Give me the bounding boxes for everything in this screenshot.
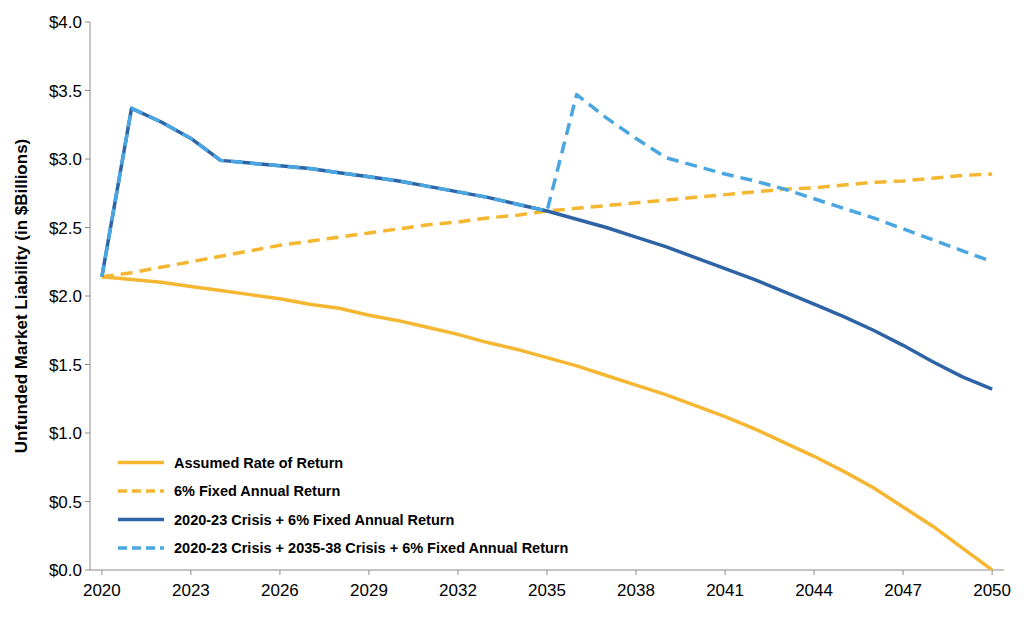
series-line xyxy=(102,277,992,570)
y-tick-label: $3.5 xyxy=(49,82,82,101)
y-tick-label: $2.0 xyxy=(49,287,82,306)
legend-label: 2020-23 Crisis + 6% Fixed Annual Return xyxy=(174,512,454,528)
y-tick xyxy=(85,159,90,160)
y-tick xyxy=(85,22,90,23)
y-axis-label: Unfunded Market Liability (in $Billions) xyxy=(12,139,31,454)
y-tick xyxy=(85,364,90,365)
x-tick-label: 2032 xyxy=(439,581,477,600)
lines xyxy=(102,95,992,570)
x-tick xyxy=(636,570,637,575)
y-tick xyxy=(85,501,90,502)
chart: $0.0 $0.5 $1.0 $1.5 $2.0 $2.5 $3.0 $3.5 $4.0 2020… xyxy=(0,0,1024,619)
legend-label: 6% Fixed Annual Return xyxy=(174,483,340,499)
x-tick xyxy=(190,570,191,575)
x-tick xyxy=(725,570,726,575)
y-tick xyxy=(85,433,90,434)
x-tick xyxy=(992,570,993,575)
y-tick xyxy=(85,90,90,91)
x-tick-label: 2047 xyxy=(884,581,922,600)
x-tick xyxy=(279,570,280,575)
y-tick-label: $2.5 xyxy=(49,219,82,238)
y-tick-label: $1.0 xyxy=(49,424,82,443)
series-line xyxy=(102,95,992,277)
x-tick xyxy=(814,570,815,575)
x-tick-label: 2041 xyxy=(706,581,744,600)
legend: Assumed Rate of Return 6% Fixed Annual Re… xyxy=(118,455,568,557)
x-tick-label: 2023 xyxy=(172,581,210,600)
x-tick xyxy=(547,570,548,575)
x-tick-label: 2044 xyxy=(795,581,833,600)
y-tick-label: $4.0 xyxy=(49,13,82,32)
y-tick xyxy=(85,570,90,571)
x-tick-label: 2029 xyxy=(350,581,388,600)
x-tick xyxy=(368,570,369,575)
legend-label: Assumed Rate of Return xyxy=(174,455,343,471)
y-tick xyxy=(85,227,90,228)
x-tick-label: 2020 xyxy=(83,581,121,600)
legend-swatch xyxy=(118,546,164,550)
series-line xyxy=(102,174,992,277)
legend-swatch xyxy=(118,461,164,465)
legend-swatch xyxy=(118,518,164,522)
x-tick xyxy=(457,570,458,575)
legend-swatch xyxy=(118,489,164,493)
x-tick xyxy=(101,570,102,575)
y-tick-label: $1.5 xyxy=(49,356,82,375)
x-tick xyxy=(903,570,904,575)
y-tick-label: $0.5 xyxy=(49,493,82,512)
y-tick xyxy=(85,296,90,297)
y-tick-label: $0.0 xyxy=(49,561,82,580)
x-tick-label: 2026 xyxy=(261,581,299,600)
x-tick-label: 2035 xyxy=(528,581,566,600)
x-tick-label: 2050 xyxy=(973,581,1011,600)
x-tick-label: 2038 xyxy=(617,581,655,600)
y-tick-label: $3.0 xyxy=(49,150,82,169)
series-line xyxy=(102,108,992,389)
legend-label: 2020-23 Crisis + 2035-38 Crisis + 6% Fix… xyxy=(174,540,568,556)
